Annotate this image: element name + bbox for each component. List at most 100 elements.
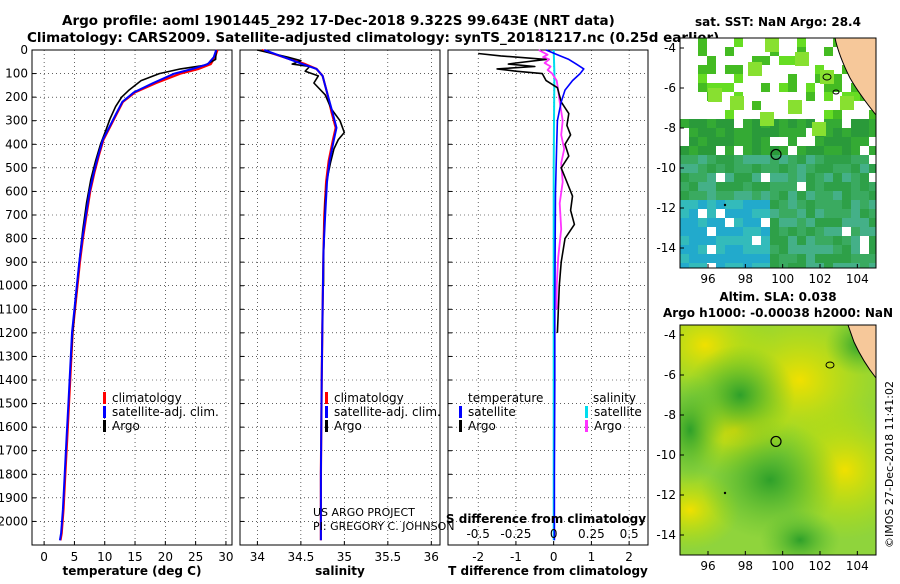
sst-pixel — [779, 263, 788, 268]
sst-pixel — [824, 128, 833, 137]
sst-pixel — [824, 173, 833, 182]
sst-pixel — [689, 173, 698, 182]
sst-pixel — [734, 254, 743, 263]
sst-pixel — [833, 137, 842, 146]
sst-pixel — [788, 191, 797, 200]
sst-pixel — [779, 56, 788, 65]
sst-pixel — [707, 254, 716, 263]
sst-pixel — [698, 128, 707, 137]
sst-pixel — [770, 146, 779, 155]
sla-low-anomaly — [700, 420, 840, 540]
sla-map-subtitle: Argo h1000: -0.00038 h2000: NaN — [663, 306, 893, 320]
salinity-panel-frame — [239, 49, 441, 546]
sst-pixel — [707, 65, 716, 74]
sst-pixel — [689, 245, 698, 254]
map-y-tick-label: -10 — [656, 448, 676, 462]
sst-pixel — [698, 191, 707, 200]
sst-pixel — [824, 47, 833, 56]
y-tick-label: 800 — [5, 232, 28, 246]
sst-pixel — [779, 218, 788, 227]
sst-pixel — [842, 155, 851, 164]
sst-pixel — [779, 245, 788, 254]
sst-pixel — [689, 128, 698, 137]
sst-pixel — [815, 146, 824, 155]
sst-map-frame — [679, 37, 877, 269]
sst-pixel — [734, 137, 743, 146]
temperature-panel-frame — [31, 49, 233, 546]
sst-pixel — [743, 263, 752, 268]
sst-pixel — [752, 182, 761, 191]
sst-pixel — [680, 200, 689, 209]
sst-pixel — [752, 245, 761, 254]
sst-pixel — [869, 218, 876, 227]
sst-pixel — [833, 245, 842, 254]
sst-pixel — [761, 200, 770, 209]
land-coast — [834, 38, 876, 116]
sst-pixel — [797, 164, 806, 173]
legend-sal-heading: salinity — [593, 391, 636, 405]
sst-pixel — [761, 227, 770, 236]
sst-pixel — [761, 191, 770, 200]
sst-pixel — [734, 263, 743, 268]
sst-pixel — [824, 83, 833, 92]
sst-pixel — [770, 218, 779, 227]
sst-pixel — [824, 209, 833, 218]
sst-pixel — [761, 155, 770, 164]
legend-sat-label: satellite-adj. clim. — [112, 405, 219, 419]
sst-bright-pixel — [730, 96, 744, 110]
sst-pixel — [725, 263, 734, 268]
y-tick-label: 1600 — [0, 420, 28, 434]
sst-pixel — [788, 227, 797, 236]
map-y-tick-label: -6 — [664, 368, 676, 382]
sst-pixel — [743, 128, 752, 137]
sst-pixel — [797, 236, 806, 245]
legend-clim-label: climatology — [112, 391, 182, 405]
sst-pixel — [842, 182, 851, 191]
sst-pixel — [743, 209, 752, 218]
sst-pixel — [779, 227, 788, 236]
sst-pixel — [743, 191, 752, 200]
sst-pixel — [680, 209, 689, 218]
sst-pixel — [770, 209, 779, 218]
map-x-tick-label: 104 — [846, 559, 869, 573]
sst-pixel — [689, 263, 698, 268]
sst-pixel — [851, 200, 860, 209]
sst-pixel — [698, 65, 707, 74]
sst-pixel — [851, 146, 860, 155]
sst-pixel — [797, 254, 806, 263]
sst-pixel — [806, 263, 815, 268]
legend-clim-swatch-2 — [325, 392, 328, 404]
sst-pixel — [788, 137, 797, 146]
sst-pixel — [698, 245, 707, 254]
credit-project: US ARGO PROJECT — [313, 506, 415, 519]
sst-bright-pixel — [795, 52, 809, 66]
x-tick-label: 10 — [97, 550, 112, 564]
sst-pixel — [842, 263, 851, 268]
sst-pixel — [752, 191, 761, 200]
sst-pixel — [761, 137, 770, 146]
sst-pixel — [761, 56, 770, 65]
sst-pixel — [770, 191, 779, 200]
y-tick-label: 1400 — [0, 373, 28, 387]
sst-pixel — [851, 236, 860, 245]
island — [825, 361, 835, 369]
sst-pixel — [851, 173, 860, 182]
sst-pixel — [833, 200, 842, 209]
sst-pixel — [725, 209, 734, 218]
sst-pixel — [725, 236, 734, 245]
sst-pixel — [833, 182, 842, 191]
sst-pixel — [833, 128, 842, 137]
sst-pixel — [797, 218, 806, 227]
sst-pixel — [734, 236, 743, 245]
y-tick-label: 700 — [5, 208, 28, 222]
sst-pixel — [743, 236, 752, 245]
sst-pixel — [770, 254, 779, 263]
sst-pixel — [860, 128, 869, 137]
sst-pixel — [824, 191, 833, 200]
sst-pixel — [707, 119, 716, 128]
sst-pixel — [779, 119, 788, 128]
sst-pixel — [869, 119, 876, 128]
sst-pixel — [869, 245, 876, 254]
sst-pixel — [743, 254, 752, 263]
sst-pixel — [752, 101, 761, 110]
